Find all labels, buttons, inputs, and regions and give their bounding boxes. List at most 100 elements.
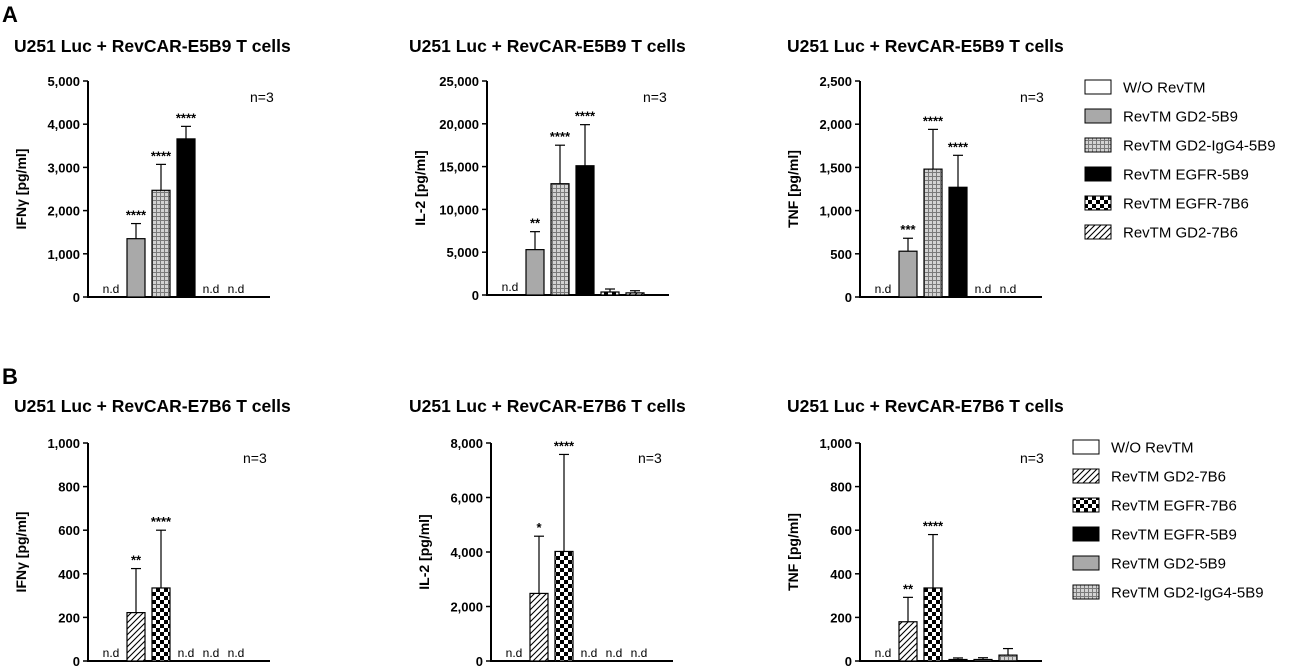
- nd-label: n.d: [103, 282, 120, 296]
- bar: [898, 621, 918, 662]
- nd-label: n.d: [1000, 282, 1017, 296]
- y-tick-label: 5,000: [446, 245, 479, 260]
- legend-label: RevTM GD2-5B9: [1111, 556, 1226, 573]
- chart-title: U251 Luc + RevCAR-E7B6 T cells: [787, 396, 1064, 416]
- y-tick-label: 15,000: [439, 160, 479, 175]
- nd-label: n.d: [502, 280, 519, 294]
- bar: [554, 550, 574, 662]
- legend-label: RevTM EGFR-7B6: [1111, 498, 1237, 515]
- nd-label: n.d: [178, 646, 195, 660]
- bar: [126, 238, 146, 298]
- legend-label: RevTM EGFR-5B9: [1111, 527, 1237, 544]
- n-label: n=3: [250, 89, 274, 105]
- y-tick-label: 0: [845, 654, 852, 669]
- significance-label: **: [131, 553, 142, 568]
- significance-label: ***: [900, 222, 916, 237]
- y-tick-label: 0: [476, 654, 483, 669]
- nd-label: n.d: [975, 282, 992, 296]
- legend-swatch: [1084, 108, 1112, 124]
- significance-label: ****: [176, 110, 197, 125]
- chart-0-1: U251 Luc + RevCAR-E5B9 T cells n=3 0 5,000 1…: [409, 36, 686, 303]
- legend-label: RevTM GD2-5B9: [1123, 109, 1238, 126]
- panel-letter-b: B: [2, 364, 18, 389]
- legend-label: RevTM GD2-IgG4-5B9: [1123, 138, 1276, 155]
- bar: [525, 249, 545, 296]
- nd-label: n.d: [203, 282, 220, 296]
- chart-1-0: U251 Luc + RevCAR-E7B6 T cells n=3 0 200 400…: [13, 396, 291, 669]
- y-tick-label: 600: [58, 523, 80, 538]
- bar: [550, 183, 570, 296]
- y-axis-label: IL-2 [pg/ml]: [412, 150, 428, 225]
- y-tick-label: 8,000: [450, 436, 483, 451]
- significance-label: *: [536, 520, 542, 535]
- nd-label: n.d: [581, 646, 598, 660]
- bar: [529, 592, 549, 662]
- significance-label: ****: [151, 514, 172, 529]
- nd-label: n.d: [506, 646, 523, 660]
- y-tick-label: 4,000: [47, 117, 80, 132]
- bar: [948, 186, 968, 298]
- y-tick-label: 1,000: [819, 204, 852, 219]
- y-tick-label: 0: [73, 290, 80, 305]
- significance-label: ****: [151, 148, 172, 163]
- chart-title: U251 Luc + RevCAR-E7B6 T cells: [409, 396, 686, 416]
- legend-label: W/O RevTM: [1123, 80, 1206, 97]
- n-label: n=3: [243, 450, 267, 466]
- nd-label: n.d: [631, 646, 648, 660]
- legend-swatch: [1072, 526, 1100, 542]
- chart-title: U251 Luc + RevCAR-E5B9 T cells: [14, 36, 291, 56]
- legend-swatch: [1072, 468, 1100, 484]
- y-tick-label: 3,000: [47, 160, 80, 175]
- bar: [151, 189, 171, 298]
- y-tick-label: 2,000: [47, 204, 80, 219]
- bar: [151, 587, 171, 662]
- y-tick-label: 800: [58, 480, 80, 495]
- bar: [126, 612, 146, 662]
- y-tick-label: 0: [472, 288, 479, 303]
- nd-label: n.d: [875, 282, 892, 296]
- legend-label: W/O RevTM: [1111, 440, 1194, 457]
- y-tick-label: 0: [845, 290, 852, 305]
- bar: [575, 165, 595, 296]
- legend-swatch: [1084, 195, 1112, 211]
- legend-0: W/O RevTM RevTM GD2-5B9 RevTM GD2-IgG4-5B9…: [1084, 79, 1276, 242]
- bar: [973, 658, 993, 662]
- y-tick-label: 1,000: [47, 436, 80, 451]
- legend-label: RevTM GD2-IgG4-5B9: [1111, 585, 1264, 602]
- bar: [176, 138, 196, 298]
- y-tick-label: 2,500: [819, 74, 852, 89]
- nd-label: n.d: [103, 646, 120, 660]
- nd-label: n.d: [606, 646, 623, 660]
- n-label: n=3: [1020, 450, 1044, 466]
- bar: [923, 587, 943, 662]
- y-axis-label: IFNγ [pg/ml]: [13, 149, 29, 230]
- legend-swatch: [1084, 224, 1112, 240]
- nd-label: n.d: [228, 282, 245, 296]
- y-tick-label: 10,000: [439, 202, 479, 217]
- y-tick-label: 1,000: [47, 247, 80, 262]
- legend-swatch: [1072, 497, 1100, 513]
- y-tick-label: 20,000: [439, 117, 479, 132]
- significance-label: ****: [948, 139, 969, 154]
- n-label: n=3: [638, 450, 662, 466]
- chart-title: U251 Luc + RevCAR-E5B9 T cells: [787, 36, 1064, 56]
- bar: [923, 168, 943, 298]
- y-tick-label: 400: [58, 567, 80, 582]
- legend-label: RevTM GD2-7B6: [1111, 469, 1226, 486]
- y-axis-label: IFNγ [pg/ml]: [13, 512, 29, 593]
- chart-1-1: U251 Luc + RevCAR-E7B6 T cells n=3 0 2,000 4…: [409, 396, 686, 669]
- y-tick-label: 200: [58, 610, 80, 625]
- significance-label: ****: [550, 129, 571, 144]
- chart-title: U251 Luc + RevCAR-E7B6 T cells: [14, 396, 291, 416]
- bar: [898, 250, 918, 298]
- legend-swatch: [1072, 439, 1100, 455]
- legend-swatch: [1084, 166, 1112, 182]
- y-tick-label: 1,500: [819, 160, 852, 175]
- y-tick-label: 200: [830, 610, 852, 625]
- nd-label: n.d: [228, 646, 245, 660]
- significance-label: ****: [554, 438, 575, 453]
- y-tick-label: 1,000: [819, 436, 852, 451]
- chart-title: U251 Luc + RevCAR-E5B9 T cells: [409, 36, 686, 56]
- bar: [948, 658, 968, 662]
